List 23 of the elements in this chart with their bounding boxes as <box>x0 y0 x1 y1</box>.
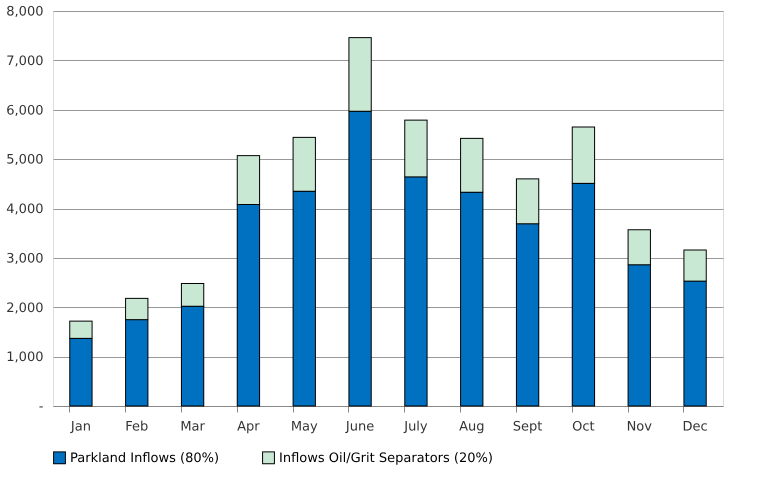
x-tick-label: May <box>290 420 318 434</box>
legend-label: Parkland Inflows (80%) <box>70 450 220 466</box>
y-tick-label: - <box>38 400 44 414</box>
y-tick-label: 8,000 <box>6 4 44 20</box>
y-tick-label: 2,000 <box>6 300 44 316</box>
x-tick-label: Jan <box>70 420 91 434</box>
x-tick-label: June <box>344 420 374 434</box>
x-tick-label: Nov <box>626 420 652 434</box>
x-tick-label: Feb <box>125 420 148 434</box>
x-tick-label: Sept <box>512 420 542 434</box>
x-tick-label: Mar <box>180 420 206 434</box>
x-tick-label: July <box>403 420 428 434</box>
x-tick-label: Dec <box>682 420 708 434</box>
y-tick-label: 7,000 <box>6 54 44 69</box>
y-tick-label: 6,000 <box>6 103 44 118</box>
y-tick-label: 5,000 <box>6 152 44 168</box>
x-tick-label: Aug <box>459 420 484 434</box>
legend-label: Inflows Oil/Grit Separators (20%) <box>279 450 493 466</box>
y-tick-label: 1,000 <box>6 350 44 366</box>
x-tick-label: Oct <box>572 420 595 434</box>
y-tick-label: 4,000 <box>6 202 44 217</box>
y-tick-label: 3,000 <box>6 251 44 266</box>
x-tick-label: Apr <box>237 420 260 434</box>
